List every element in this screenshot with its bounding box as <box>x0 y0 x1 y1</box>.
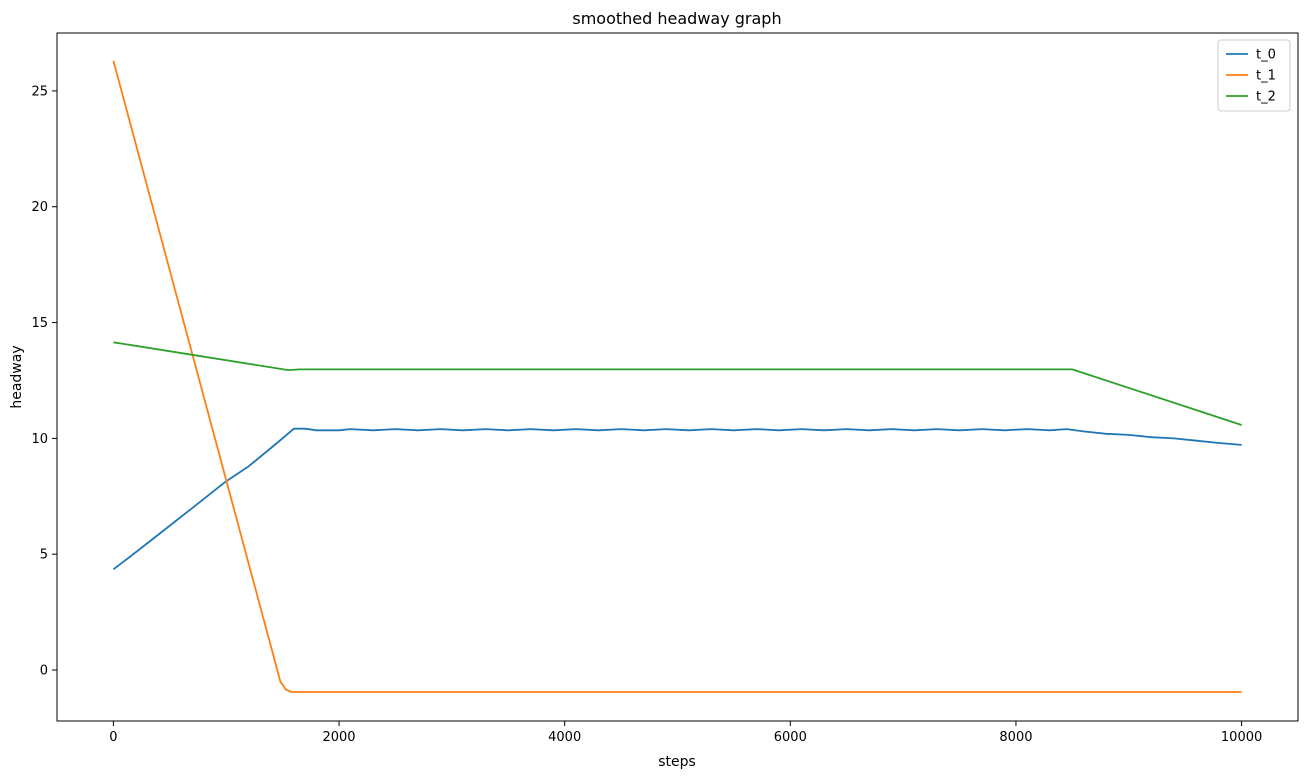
series-line-t_0 <box>112 427 1242 571</box>
y-tick-label: 20 <box>31 200 48 215</box>
x-tick-label: 8000 <box>999 730 1032 745</box>
series-layer <box>112 60 1242 693</box>
legend-box <box>1217 39 1291 112</box>
series-line-t_2 <box>113 341 1242 426</box>
legend-label: t_2 <box>1256 90 1276 105</box>
y-axis-label: headway <box>9 345 25 408</box>
series-line-t_1 <box>112 60 1242 693</box>
y-tick-label: 5 <box>40 548 48 563</box>
y-axis: 0 5 10 15 20 25 <box>31 84 57 679</box>
legend: t_0 t_1 t_2 <box>1217 39 1291 112</box>
y-tick-label: 25 <box>31 84 48 99</box>
legend-label: t_0 <box>1256 48 1276 63</box>
x-axis-label: steps <box>658 754 696 770</box>
x-tick-label: 2000 <box>322 730 355 745</box>
x-tick-label: 6000 <box>774 730 807 745</box>
x-axis: 0 2000 4000 6000 8000 10000 <box>109 721 1262 745</box>
x-tick-label: 0 <box>109 730 117 745</box>
y-tick-label: 10 <box>31 432 48 447</box>
chart-title: smoothed headway graph <box>572 9 781 28</box>
y-tick-label: 15 <box>31 316 48 331</box>
y-tick-label: 0 <box>40 664 48 679</box>
legend-label: t_1 <box>1256 69 1276 84</box>
x-tick-label: 10000 <box>1221 730 1262 745</box>
x-tick-label: 4000 <box>548 730 581 745</box>
plot-area <box>56 32 1299 722</box>
